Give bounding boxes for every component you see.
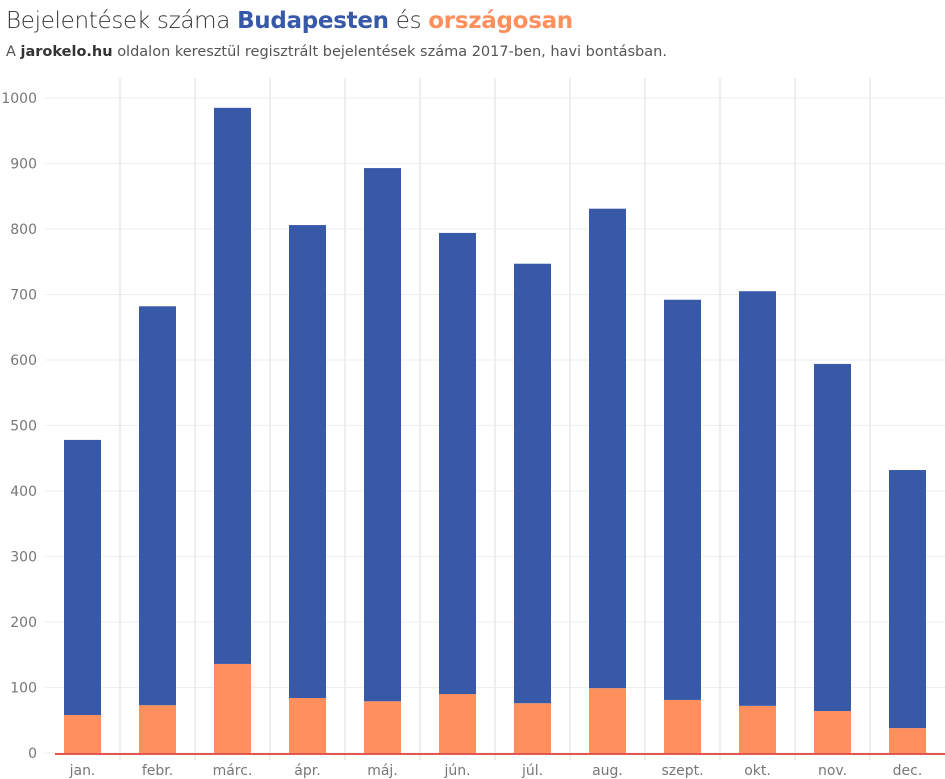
y-tick-label: 100 [10, 681, 37, 697]
bar-orszagosan [64, 715, 101, 753]
title-middle: és [395, 8, 422, 34]
y-tick-label: 0 [28, 746, 37, 762]
x-tick-label: jan. [69, 763, 96, 779]
x-tick-label: dec. [893, 763, 923, 779]
title-text: Bejelentések száma [6, 8, 231, 34]
x-tick-label: jún. [443, 763, 470, 779]
bar-budapesten [739, 291, 776, 706]
x-tick-label: aug. [592, 763, 623, 779]
x-tick-label: okt. [744, 763, 771, 779]
y-tick-label: 700 [10, 288, 37, 304]
bar-budapesten [439, 232, 476, 695]
bar-budapesten [364, 168, 401, 702]
bar-orszagosan [739, 705, 776, 753]
bar-budapesten [139, 306, 176, 706]
y-tick-label: 300 [10, 550, 37, 566]
x-tick-label: febr. [142, 763, 173, 779]
bar-budapesten [64, 439, 101, 716]
bar-orszagosan [139, 705, 176, 753]
y-tick-label: 800 [10, 222, 37, 238]
bar-orszagosan [589, 688, 626, 753]
subtitle-rest: oldalon keresztül regisztrált bejelentés… [117, 44, 667, 60]
x-tick-label: máj. [367, 763, 398, 779]
y-tick-label: 1000 [1, 91, 37, 107]
bar-orszagosan [514, 703, 551, 753]
title-national: országosan [428, 8, 573, 34]
bar-orszagosan [889, 728, 926, 753]
bar-orszagosan [214, 663, 251, 753]
x-tick-label: szept. [661, 763, 703, 779]
title-budapest: Budapesten [237, 8, 389, 34]
chart-subtitle: A jarokelo.hu oldalon keresztül regisztr… [6, 44, 667, 60]
y-tick-label: 400 [10, 484, 37, 500]
subtitle-site: jarokelo.hu [20, 44, 113, 60]
x-tick-label: márc. [213, 763, 253, 779]
y-tick-label: 200 [10, 615, 37, 631]
bar-budapesten [514, 263, 551, 704]
y-tick-label: 500 [10, 419, 37, 435]
x-tick-label: nov. [818, 763, 847, 779]
bar-budapesten [289, 225, 326, 698]
bar-budapesten [889, 470, 926, 729]
x-tick-label: júl. [521, 763, 543, 779]
y-tick-label: 600 [10, 353, 37, 369]
bar-orszagosan [664, 699, 701, 753]
bar-budapesten [589, 208, 626, 689]
chart-title: Bejelentések száma Budapesten és országo… [6, 8, 573, 34]
bar-orszagosan [289, 697, 326, 753]
bar-orszagosan [814, 711, 851, 753]
x-tick-label: ápr. [294, 763, 320, 779]
subtitle-prefix: A [6, 44, 16, 60]
bar-budapesten [214, 107, 251, 664]
bar-budapesten [664, 299, 701, 700]
bar-budapesten [814, 363, 851, 712]
bar-orszagosan [364, 701, 401, 753]
bar-orszagosan [439, 694, 476, 753]
y-tick-label: 900 [10, 157, 37, 173]
